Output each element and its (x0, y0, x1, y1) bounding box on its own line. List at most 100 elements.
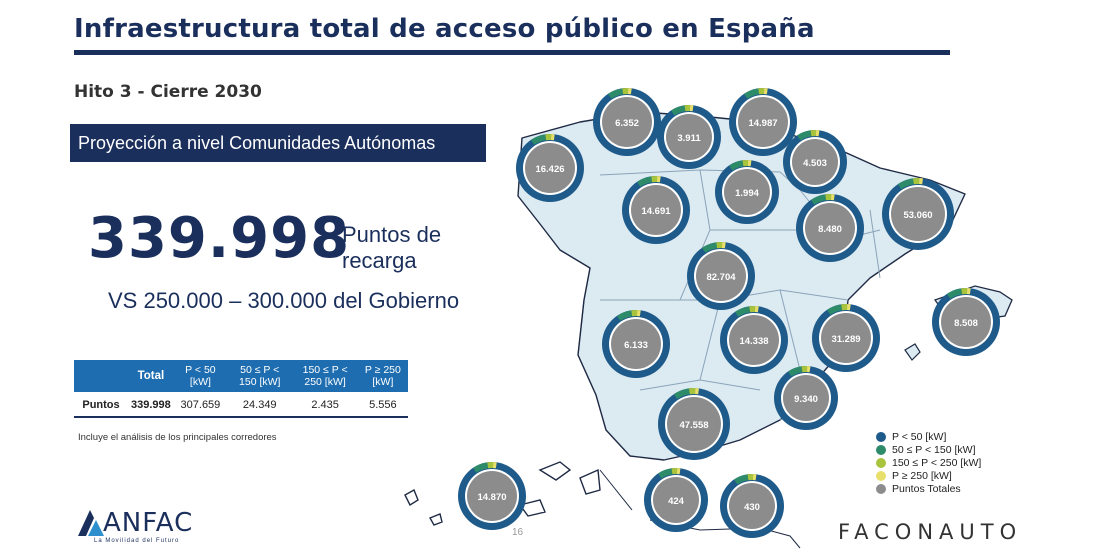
canary-frame (599, 469, 633, 511)
region-value: 14.870 (477, 492, 506, 503)
region-value: 8.480 (818, 224, 842, 235)
region-value: 16.426 (535, 164, 564, 175)
region-marker: 3.911 (657, 105, 721, 169)
projection-banner: Proyección a nivel Comunidades Autónomas (70, 124, 486, 162)
ibiza-shape (904, 343, 921, 361)
region-value: 8.508 (954, 318, 978, 329)
region-value: 47.558 (679, 420, 708, 431)
donut-center (696, 251, 746, 301)
legend-label: P ≥ 250 [kW] (892, 469, 952, 482)
region-marker: 82.704 (687, 242, 755, 310)
region-marker: 1.994 (715, 160, 779, 224)
region-marker: 424 (644, 468, 708, 532)
donut-segment (946, 288, 963, 299)
legend-swatch (876, 431, 886, 442)
table-cell: 2.435 (292, 392, 358, 418)
region-value: 14.338 (739, 336, 768, 347)
donut-center (653, 477, 699, 523)
table-cell: 339.998 (128, 392, 174, 418)
anfac-logo: ANFAC La Movilidad del Futuro (76, 508, 192, 546)
legend-swatch (876, 483, 886, 494)
donut-segment (743, 88, 760, 99)
legend-item: Puntos Totales (876, 482, 981, 495)
legend-label: Puntos Totales (892, 482, 961, 495)
donut-segment (810, 194, 827, 205)
region-marker: 14.691 (622, 176, 690, 244)
region-marker: 47.558 (658, 388, 730, 460)
region-value: 31.289 (831, 334, 860, 345)
donut-center (891, 187, 945, 241)
table-header (74, 360, 128, 392)
table-cell: Puntos (74, 392, 128, 418)
table-header: Total (128, 360, 174, 392)
legend-swatch (876, 444, 886, 455)
table-header: 50 ≤ P < 150 [kW] (227, 360, 293, 392)
table-row: Puntos 339.998 307.659 24.349 2.435 5.55… (74, 392, 408, 418)
donut-segment (826, 304, 843, 315)
donut-segment (897, 178, 914, 190)
region-marker: 14.338 (720, 306, 788, 374)
canary-islands-shape (404, 461, 601, 526)
donut-segment (658, 468, 673, 479)
table-header: P < 50 [kW] (173, 360, 228, 392)
government-comparison: VS 250.000 – 300.000 del Gobierno (108, 288, 460, 313)
region-value: 9.340 (794, 394, 818, 405)
region-value: 1.994 (735, 188, 759, 199)
power-breakdown-table: Total P < 50 [kW] 50 ≤ P < 150 [kW] 150 … (74, 360, 408, 418)
donut-center (729, 315, 779, 365)
legend-label: 50 ≤ P < 150 [kW] (892, 443, 976, 456)
donut-center (667, 397, 721, 451)
region-value: 14.691 (641, 206, 671, 217)
legend-item: P ≥ 250 [kW] (876, 469, 981, 482)
donut-center (631, 185, 681, 235)
anfac-logo-text: ANFAC (103, 508, 194, 538)
donut-center (666, 114, 712, 160)
faconauto-logo: FACONAUTO (838, 520, 1023, 544)
region-marker: 14.870 (458, 462, 526, 530)
donut-segment (636, 176, 653, 187)
anfac-tagline: La Movilidad del Futuro (94, 538, 180, 544)
region-marker: 8.508 (932, 288, 1000, 356)
table-cell: 24.349 (227, 392, 293, 418)
donut-segment (472, 462, 489, 473)
title-underline (74, 50, 950, 55)
region-value: 14.987 (748, 118, 777, 129)
donut-segment (671, 105, 686, 116)
region-value: 430 (744, 502, 760, 513)
legend-item: P < 50 [kW] (876, 430, 981, 443)
donut-center (805, 203, 855, 253)
donut-segment (530, 134, 547, 145)
donut-segment (607, 88, 624, 99)
donut-center (783, 375, 829, 421)
region-marker: 430 (720, 474, 784, 538)
donut-center (729, 483, 775, 529)
region-value: 6.133 (624, 340, 648, 351)
region-marker: 6.352 (593, 88, 661, 156)
donut-segment (797, 130, 812, 141)
region-value: 82.704 (706, 272, 736, 283)
donut-segment (673, 388, 690, 400)
region-donut-markers: 16.426 6.352 3.911 14.987 4.503 1.994 14.691 8.… (458, 88, 1000, 538)
region-marker: 16.426 (516, 134, 584, 202)
legend-label: P < 50 [kW] (892, 430, 947, 443)
table-cell: 5.556 (357, 392, 408, 418)
table-header: 150 ≤ P < 250 [kW] (292, 360, 358, 392)
region-marker: 14.987 (729, 88, 797, 156)
corridors-note: Incluye el análisis de los principales c… (78, 432, 277, 443)
donut-center (941, 297, 991, 347)
donut-center (724, 169, 770, 215)
table-header: P ≥ 250 [kW] (357, 360, 408, 392)
table-header-row: Total P < 50 [kW] 50 ≤ P < 150 [kW] 150 … (74, 360, 408, 392)
region-marker: 31.289 (812, 304, 880, 372)
donut-center (792, 139, 838, 185)
region-value: 4.503 (803, 158, 827, 169)
table-cell: 307.659 (173, 392, 228, 418)
donut-segment (788, 366, 803, 377)
portugal-border (559, 249, 597, 396)
region-value: 424 (668, 496, 685, 507)
anfac-logo-mark (78, 510, 104, 536)
region-value: 3.911 (677, 133, 701, 144)
page-title: Infraestructura total de acceso público … (74, 14, 815, 44)
region-marker: 4.503 (783, 130, 847, 194)
legend-item: 50 ≤ P < 150 [kW] (876, 443, 981, 456)
